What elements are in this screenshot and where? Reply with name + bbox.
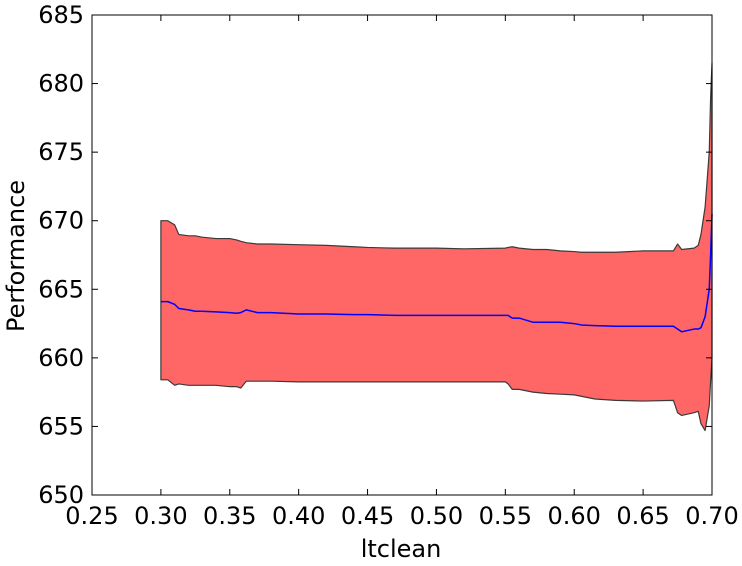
y-tick-label: 650 [38,481,84,509]
x-tick-label: 0.65 [616,502,669,530]
y-axis-label: Performance [2,180,30,332]
y-tick-label: 675 [38,138,84,166]
x-tick-label: 0.70 [685,502,738,530]
mean-line [160,213,713,333]
x-tick-label: 0.40 [272,502,325,530]
y-tick-label: 660 [38,344,84,372]
x-tick-label: 0.60 [548,502,601,530]
x-tick-label: 0.45 [341,502,394,530]
x-tick-label: 0.30 [134,502,187,530]
x-tick-label: 0.25 [65,502,118,530]
axes-frame [91,14,713,496]
y-tick-label: 655 [38,412,84,440]
y-tick-label: 685 [38,1,84,29]
x-axis-label: ltclean [361,535,442,563]
y-tick-label: 670 [38,207,84,235]
x-tick-label: 0.55 [479,502,532,530]
y-tick-label: 665 [38,275,84,303]
y-tick-label: 680 [38,70,84,98]
axes: 0.25 0.30 0.35 0.40 0.45 0.50 0.55 0.60 0.65 0.70… [38,1,739,530]
x-tick-label: 0.50 [410,502,463,530]
x-tick-label: 0.35 [203,502,256,530]
